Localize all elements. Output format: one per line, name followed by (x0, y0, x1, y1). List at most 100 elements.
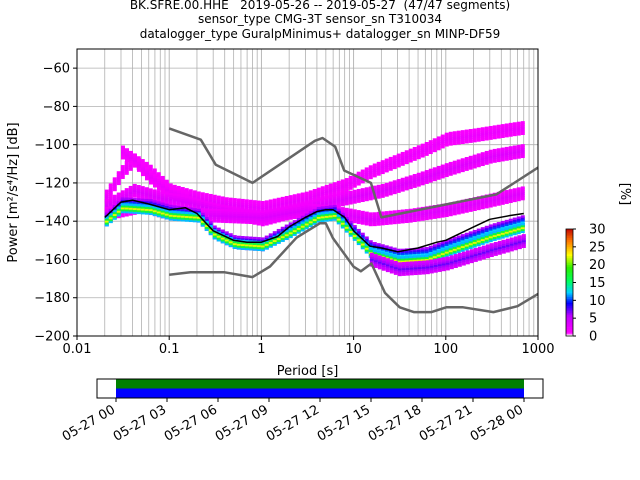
density-cell (476, 232, 481, 235)
colorbar-segment (566, 307, 573, 310)
density-cell (216, 218, 221, 221)
density-cell (508, 126, 513, 130)
density-cell (308, 192, 313, 195)
density-cell (132, 195, 137, 198)
density-cell (500, 135, 505, 138)
density-cell (464, 204, 469, 207)
density-cell (472, 231, 477, 235)
density-cell (352, 238, 357, 241)
density-cell (356, 230, 361, 234)
density-cell (440, 254, 445, 258)
density-cell (380, 221, 385, 224)
density-cell (412, 211, 417, 215)
density-cell (156, 182, 161, 185)
y-axis-label: Power [m²/s⁴/Hz] [dB] (6, 122, 21, 262)
density-cell (284, 210, 289, 213)
density-cell (384, 192, 389, 195)
colorbar-segment (566, 232, 573, 235)
density-cell (124, 172, 129, 175)
density-cell (472, 202, 477, 206)
density-cell (456, 140, 461, 143)
density-cell (160, 193, 165, 196)
density-cell (508, 192, 513, 196)
density-cell (445, 264, 450, 267)
density-cell (236, 245, 241, 248)
density-cell (104, 222, 109, 225)
density-cell (180, 219, 185, 222)
density-cell (284, 226, 289, 229)
density-cell (441, 268, 446, 272)
density-cell (224, 231, 229, 234)
density-cell (468, 199, 473, 203)
density-cell (208, 214, 213, 217)
density-cell (360, 195, 365, 199)
density-cell (520, 192, 525, 195)
density-cell (512, 147, 517, 150)
density-cell (296, 204, 301, 207)
density-cell (180, 194, 185, 198)
density-cell (352, 216, 357, 220)
density-cell (364, 213, 369, 216)
density-cell (152, 170, 157, 173)
density-cell (128, 189, 133, 193)
density-cell (464, 234, 469, 238)
density-cell (292, 210, 297, 214)
density-cell (164, 188, 169, 191)
density-cell (360, 173, 365, 176)
density-cell (296, 227, 301, 230)
timeline-tick-label: 05-27 03 (111, 402, 169, 444)
density-cell (421, 270, 426, 273)
density-cell (208, 210, 213, 213)
density-cell (240, 241, 245, 245)
density-cell (240, 211, 245, 215)
density-cell (448, 163, 453, 167)
density-cell (364, 240, 369, 243)
density-cell (352, 218, 357, 222)
density-cell (420, 251, 425, 254)
density-cell (385, 265, 390, 269)
density-cell (440, 144, 445, 147)
density-cell (180, 189, 185, 193)
density-cell (484, 160, 489, 163)
density-cell (401, 273, 406, 276)
density-cell (428, 178, 433, 181)
density-cell (320, 206, 325, 209)
density-cell (464, 242, 469, 245)
density-cell (324, 209, 329, 213)
density-cell (516, 231, 521, 235)
density-cell (172, 218, 177, 221)
colorbar-segment (566, 248, 573, 251)
density-cell (140, 191, 145, 195)
density-cell (220, 240, 225, 244)
density-cell (445, 260, 450, 263)
density-cell (468, 235, 473, 238)
density-cell (156, 186, 161, 189)
density-cell (204, 212, 209, 215)
density-cell (300, 207, 305, 211)
density-cell (384, 158, 389, 161)
density-cell (421, 268, 426, 271)
density-cell (464, 202, 469, 206)
density-cell (120, 147, 125, 150)
density-cell (108, 208, 113, 212)
density-cell (280, 198, 285, 202)
density-cell (112, 196, 117, 200)
density-cell (517, 237, 522, 240)
density-cell (376, 169, 381, 172)
density-cell (204, 214, 209, 217)
density-cell (188, 203, 193, 207)
density-cell (504, 158, 509, 161)
density-cell (509, 247, 514, 250)
density-cell (508, 189, 513, 192)
density-cell (464, 206, 469, 209)
density-cell (176, 199, 181, 203)
density-cell (272, 231, 277, 234)
density-cell (448, 249, 453, 253)
density-cell (224, 213, 229, 216)
density-cell (152, 185, 157, 188)
density-cell (120, 165, 125, 168)
density-cell (512, 232, 517, 236)
density-cell (461, 253, 466, 256)
density-cell (436, 145, 441, 149)
density-cell (364, 217, 369, 220)
